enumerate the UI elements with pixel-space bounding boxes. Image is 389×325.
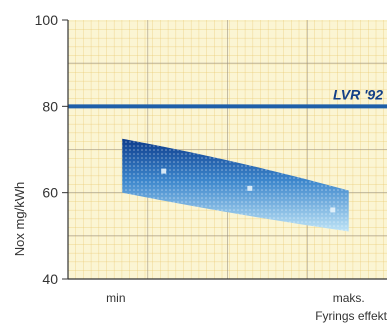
y-tick-label: 100 (35, 12, 59, 28)
emission-band-texture (122, 138, 349, 232)
x-tick-label: min (106, 291, 125, 305)
y-tick-label: 40 (42, 271, 58, 287)
marker-1 (247, 185, 253, 191)
axes (67, 20, 387, 280)
x-axis-label: Fyrings effekt (315, 309, 387, 323)
y-tick-labels: 40 60 80 100 (35, 12, 68, 287)
emission-band (122, 138, 349, 232)
reference-line-group: LVR '92 (68, 86, 387, 109)
marker-0 (161, 168, 167, 174)
x-tick-label: maks. (333, 291, 365, 305)
marker-2 (330, 207, 336, 213)
y-tick-label: 80 (42, 98, 58, 114)
y-axis-label: Nox mg/kWh (12, 182, 27, 256)
reference-line-label: LVR '92 (333, 86, 383, 102)
markers (161, 168, 336, 213)
y-tick-label: 60 (42, 185, 58, 201)
x-tick-labels: min maks. (106, 291, 365, 305)
